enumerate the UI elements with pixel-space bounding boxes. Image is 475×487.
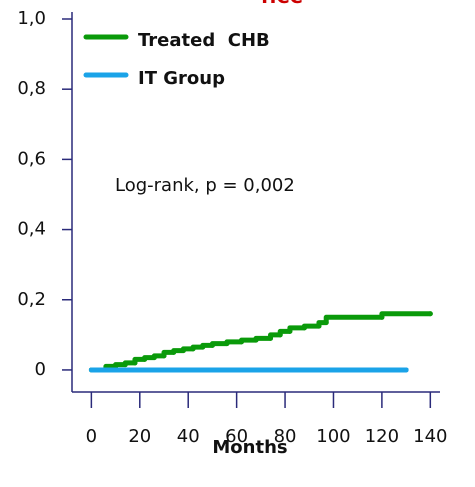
x-tick-label: 120 (365, 426, 399, 447)
x-tick-label: 40 (177, 426, 200, 447)
step-segment (132, 356, 148, 366)
x-tick-label: 20 (128, 426, 151, 447)
step-segment (277, 328, 293, 338)
step-segment (171, 348, 186, 355)
y-tick-label: 0,2 (17, 289, 46, 310)
x-tick-label: 0 (86, 426, 97, 447)
step-segment (122, 360, 138, 368)
y-tick-label: 0,6 (17, 148, 46, 169)
x-tick-label: 60 (225, 426, 248, 447)
step-segment (323, 314, 385, 326)
step-segment (287, 325, 307, 334)
x-tick-label: 140 (413, 426, 447, 447)
x-axis-label: Months (212, 437, 287, 458)
step-segment (142, 355, 157, 362)
legend-label: Treated CHB (138, 30, 270, 51)
step-segment (151, 353, 167, 361)
step-segment (161, 349, 177, 359)
step-segment (253, 335, 274, 343)
y-tick-label: 0,4 (17, 219, 46, 240)
annotation: Log-rank, p = 0,002 (115, 175, 295, 196)
legend-label: IT Group (138, 68, 225, 89)
y-tick-label: 0,8 (17, 78, 46, 99)
step-segment (200, 342, 215, 350)
step-segment (209, 341, 230, 348)
step-segment (301, 323, 322, 331)
y-tick-label: 0 (35, 359, 46, 380)
x-tick-label: 100 (316, 426, 350, 447)
step-segment (379, 311, 433, 320)
step-segment (113, 362, 128, 369)
y-tick-label: 1,0 (17, 8, 46, 29)
step-segment (268, 332, 283, 341)
step-segment (180, 346, 196, 354)
step-segment (190, 344, 206, 352)
chart-title: HCC (261, 0, 302, 8)
x-tick-label: 80 (274, 426, 297, 447)
step-segment (224, 339, 244, 347)
step-segment (238, 337, 259, 345)
